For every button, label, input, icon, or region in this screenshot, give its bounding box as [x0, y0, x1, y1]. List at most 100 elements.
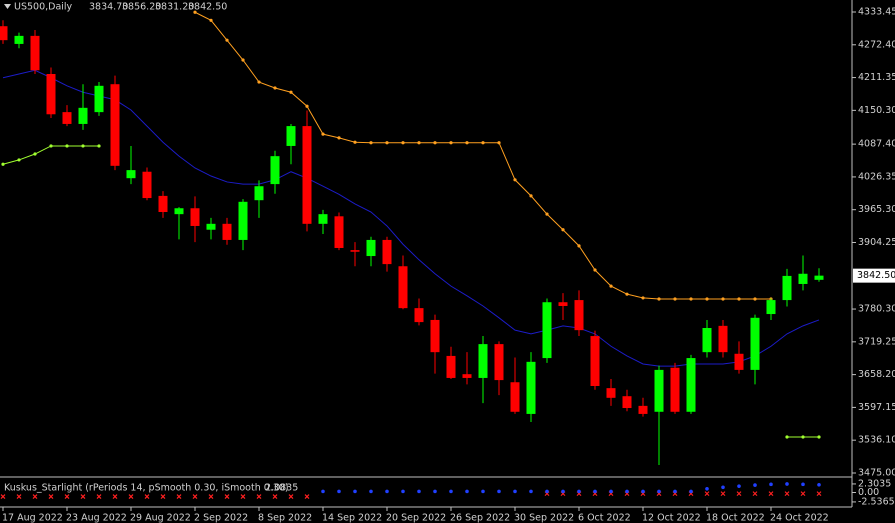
- x-tick-label: 20 Sep 2022: [386, 513, 446, 523]
- candle-body: [334, 216, 344, 248]
- candle-body: [62, 112, 72, 124]
- candle-body: [78, 107, 88, 124]
- candle-body: [110, 84, 120, 166]
- indicator-value: 2.0835: [265, 483, 298, 494]
- x-tick-label: 2 Sep 2022: [194, 513, 248, 523]
- ohlc-low: 3831.20: [155, 2, 194, 13]
- y-tick-label: 3719.25: [858, 336, 895, 347]
- signal-dot: [753, 483, 757, 487]
- candle-body: [270, 156, 280, 185]
- y-tick-label: 3658.20: [858, 369, 895, 380]
- candle-body: [14, 35, 24, 44]
- candle-body: [622, 396, 632, 409]
- candle-body: [814, 275, 824, 280]
- signal-dot: [321, 489, 325, 494]
- candle-body: [286, 126, 296, 146]
- x-tick-label: 12 Oct 2022: [642, 513, 701, 523]
- x-tick-label: 24 Oct 2022: [770, 513, 829, 523]
- signal-dot: [529, 489, 533, 494]
- candle-body: [142, 171, 152, 199]
- candle-body: [542, 302, 552, 359]
- menu-icon[interactable]: [4, 4, 11, 9]
- x-tick-label: 29 Aug 2022: [130, 513, 191, 523]
- signal-x: [736, 491, 742, 497]
- candle-body: [126, 170, 136, 179]
- y-tick-label: 3536.10: [858, 435, 895, 446]
- signal-dot: [401, 489, 405, 494]
- signal-dot: [641, 489, 645, 494]
- candle-body: [350, 250, 360, 252]
- signal-dot: [609, 489, 613, 494]
- candle-body: [782, 275, 792, 301]
- x-tick-label: 17 Aug 2022: [2, 513, 63, 523]
- signal-dot: [657, 489, 661, 494]
- candle-body: [494, 344, 504, 381]
- signal-dot: [577, 489, 581, 494]
- signal-x: [800, 491, 806, 497]
- candle-body: [398, 266, 408, 309]
- candle-body: [446, 355, 456, 378]
- signal-dot: [801, 482, 805, 487]
- signal-dot: [769, 482, 773, 487]
- signal-dot: [673, 489, 677, 494]
- indicator-line: [2, 69, 820, 367]
- signal-dot: [417, 489, 421, 494]
- signal-x: [80, 494, 86, 500]
- signal-dot: [513, 489, 517, 494]
- signal-x: [192, 494, 198, 500]
- y-tick-label: 0.00: [858, 487, 879, 498]
- signal-dot: [497, 489, 501, 494]
- price-label: 3842.50: [857, 270, 895, 281]
- signal-x: [160, 494, 166, 500]
- candle-body: [318, 214, 328, 224]
- candle-body: [798, 273, 808, 284]
- signal-dot: [737, 484, 741, 488]
- signal-x: [288, 494, 294, 500]
- candle-body: [158, 195, 168, 213]
- y-tick-label: 4087.40: [858, 139, 895, 150]
- candle-body: [254, 186, 264, 201]
- signal-x: [304, 494, 310, 500]
- signal-x: [720, 491, 726, 497]
- x-tick-label: 6 Oct 2022: [578, 513, 631, 523]
- signal-x: [256, 494, 262, 500]
- candle-body: [382, 239, 392, 265]
- indicator-line: [2, 145, 819, 438]
- y-tick-label: 3965.30: [858, 204, 895, 215]
- signal-x: [768, 491, 774, 497]
- candle-body: [174, 208, 184, 215]
- signal-x: [96, 494, 102, 500]
- signal-x: [704, 491, 710, 497]
- candle-body: [206, 223, 216, 230]
- candle-body: [462, 374, 472, 378]
- signal-x: [752, 491, 758, 497]
- signal-x: [32, 494, 38, 500]
- candle-body: [190, 208, 200, 226]
- ohlc-close: 3842.50: [188, 2, 227, 13]
- candle-body: [766, 300, 776, 315]
- y-tick-label: 4272.40: [858, 39, 895, 50]
- signal-dot: [593, 489, 597, 494]
- x-tick-label: 18 Oct 2022: [706, 513, 765, 523]
- signal-x: [272, 494, 278, 500]
- candle-body: [0, 26, 8, 41]
- signal-x: [208, 494, 214, 500]
- signal-x: [176, 494, 182, 500]
- y-tick-label: 4211.35: [858, 72, 895, 83]
- indicator-line: [194, 11, 771, 300]
- y-tick-label: 3780.30: [858, 304, 895, 315]
- candle-body: [510, 382, 520, 412]
- signal-x: [816, 491, 822, 497]
- signal-x: [16, 494, 22, 500]
- candle-body: [30, 35, 40, 71]
- candle-body: [718, 325, 728, 353]
- candle-body: [750, 317, 760, 370]
- symbol-title: US500,Daily: [14, 2, 73, 13]
- y-tick-label: 2.3035: [858, 478, 891, 489]
- candle-body: [558, 302, 568, 306]
- x-tick-label: 23 Aug 2022: [66, 513, 127, 523]
- candle-body: [734, 353, 744, 370]
- candle-body: [302, 126, 312, 224]
- y-tick-label: 3597.15: [858, 402, 895, 413]
